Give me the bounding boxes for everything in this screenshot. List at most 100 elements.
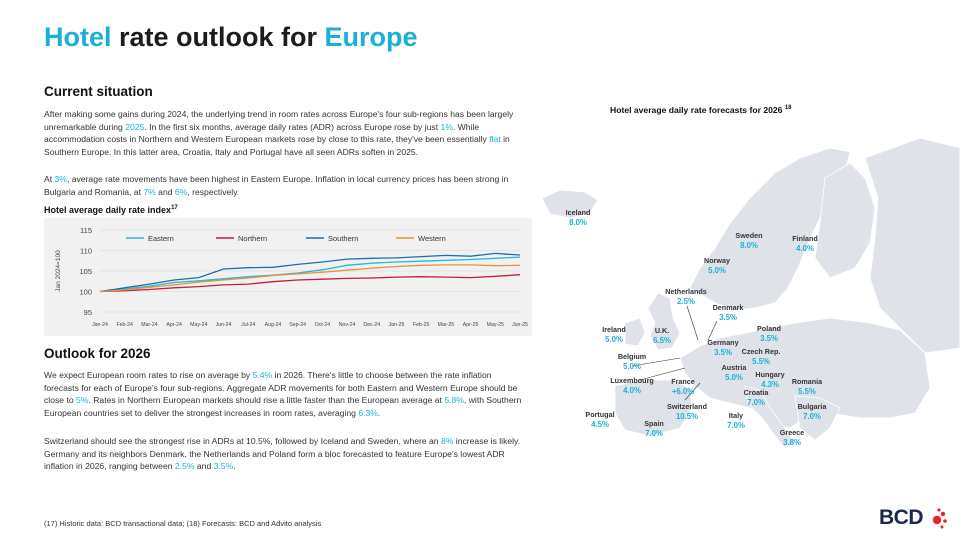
country-label-poland: Poland 3.5%: [757, 324, 781, 343]
paragraph-text: At: [44, 174, 55, 184]
outlook-paragraph-1: We expect European room rates to rise on…: [44, 369, 524, 419]
country-label-u-k: U.K. 6.5%: [653, 326, 671, 345]
country-name: Norway: [704, 256, 730, 265]
country-label-greece: Greece 3.8%: [780, 428, 804, 447]
country-label-croatia: Croatia 7.0%: [744, 388, 769, 407]
highlight-text: 5.8%: [444, 395, 464, 406]
country-value: 2.5%: [677, 296, 695, 306]
map-iceland: [541, 189, 599, 219]
country-value: 3.5%: [719, 312, 737, 322]
highlight-text: 6%: [174, 186, 188, 197]
map-italy: [744, 385, 796, 449]
paragraph-text: .: [377, 407, 381, 418]
legend-label-western: Western: [418, 234, 446, 243]
x-tick-label: Mar-25: [438, 322, 455, 328]
paragraph-text: , average rate movements have been highe…: [44, 174, 509, 197]
x-tick-label: May-25: [487, 322, 504, 328]
country-value: 8.0%: [569, 217, 587, 227]
country-label-hungary: Hungary 4.3%: [755, 370, 784, 389]
country-label-austria: Austria 5.0%: [722, 363, 747, 382]
country-name: Germany: [707, 338, 739, 347]
x-tick-label: Jan-25: [389, 322, 405, 328]
country-label-germany: Germany 3.5%: [707, 338, 738, 357]
y-tick-label: 115: [80, 226, 92, 235]
map-title: Hotel average daily rate forecasts for 2…: [610, 105, 792, 115]
map-ireland: [624, 317, 646, 347]
country-value: 7.0%: [803, 411, 821, 421]
rate-index-chart: 95 100 105 110 115 Jan-24 Feb-24 Mar-24 Apr-24 Ma…: [44, 218, 532, 336]
legend-label-southern: Southern: [328, 234, 358, 243]
highlight-text: 6.3%: [358, 407, 378, 418]
x-tick-label: Nov-24: [339, 322, 356, 328]
paragraph-text: . While accommodation costs in Northern …: [44, 121, 490, 145]
country-value: 6.5%: [653, 335, 671, 345]
x-tick-label: Jun-24: [216, 322, 232, 328]
paragraph-text: , with Southern European countries set t…: [44, 395, 522, 418]
x-tick-label: Sep-24: [289, 322, 306, 328]
x-tick-label: Feb-24: [116, 322, 133, 328]
outlook-heading: Outlook for 2026: [44, 346, 151, 361]
country-name: Finland: [792, 234, 818, 243]
country-value: 7.0%: [747, 397, 765, 407]
country-name: Sweden: [735, 231, 763, 240]
country-value: 7.0%: [727, 420, 745, 430]
country-name: Austria: [721, 363, 747, 372]
country-value: 4.0%: [796, 243, 814, 253]
y-tick-label: 95: [84, 308, 92, 317]
country-value: 8.0%: [740, 240, 758, 250]
bcd-logo: BCD: [879, 504, 949, 534]
current-paragraph-2: At 3%, average rate movements have been …: [44, 173, 522, 198]
map-iberia: [614, 379, 693, 437]
paragraph-text: in 2026. There's little to choose betwee…: [44, 370, 518, 406]
title-middle: rate outlook for: [111, 22, 325, 52]
country-value: 5.0%: [605, 334, 623, 344]
country-value: 4.5%: [591, 419, 609, 429]
country-name: Belgium: [617, 352, 647, 361]
x-tick-label: Jul-24: [241, 322, 255, 328]
highlight-text: 5.4%: [252, 370, 273, 380]
country-name: Italy: [728, 411, 744, 420]
highlight-text: 5%: [76, 395, 89, 406]
map-balkans: [794, 395, 841, 441]
country-label-bulgaria: Bulgaria 7.0%: [798, 402, 827, 421]
leader-belgium: [631, 357, 681, 367]
country-label-belgium: Belgium 5.0%: [618, 352, 646, 371]
country-value: 3.5%: [760, 333, 778, 343]
legend-label-eastern: Eastern: [148, 234, 174, 243]
series-line-southern: [99, 252, 521, 293]
leader-denmark: [707, 320, 718, 341]
paragraph-text: increase is likely. Germany and its neig…: [44, 436, 521, 472]
highlight-text: 1%: [440, 121, 453, 132]
x-tick-label: Mar-24: [141, 322, 158, 328]
highlight-text: 8%: [440, 436, 454, 446]
y-tick-label: 110: [80, 247, 92, 256]
paragraph-text: , respectively.: [187, 186, 240, 197]
leader-netherlands: [686, 305, 699, 341]
highlight-text: 7%: [143, 186, 156, 197]
country-name: Netherlands: [665, 287, 707, 296]
country-name: Ireland: [602, 325, 626, 334]
country-name: Hungary: [755, 370, 785, 379]
x-tick-label: Oct-24: [315, 322, 331, 328]
footnote: (17) Historic data: BCD transactional da…: [44, 519, 322, 528]
country-value: 4.0%: [623, 385, 641, 395]
leader-switzerland: [684, 382, 701, 401]
paragraph-text: We expect European room rates to rise on…: [44, 370, 253, 380]
highlight-text: flat: [489, 134, 501, 145]
title-accent-2: Europe: [324, 22, 418, 52]
country-value: 10.5%: [675, 411, 699, 421]
series-line-northern: [99, 274, 521, 293]
x-tick-label: Jun-25: [512, 322, 528, 328]
highlight-text: 2025: [125, 121, 145, 132]
country-name: Czech Rep.: [741, 347, 781, 356]
highlight-text: 3.5%: [213, 461, 234, 472]
leader-luxembourg: [639, 367, 686, 381]
page-title: Hotel rate outlook for Europe: [44, 22, 418, 53]
country-label-france: France +6.0%: [671, 377, 695, 396]
country-name: Romania: [791, 377, 823, 386]
paragraph-text: After making some gains during 2024, the…: [44, 109, 514, 132]
country-value: 7.0%: [645, 428, 663, 438]
country-label-italy: Italy 7.0%: [727, 411, 745, 430]
country-value: 4.3%: [761, 379, 779, 389]
paragraph-text: .: [233, 461, 236, 472]
